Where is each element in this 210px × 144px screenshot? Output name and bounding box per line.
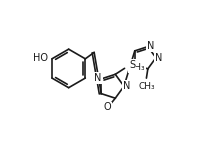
- Text: CH₃: CH₃: [129, 63, 145, 72]
- Text: O: O: [103, 103, 111, 112]
- Text: N: N: [94, 73, 102, 83]
- Text: HO: HO: [33, 53, 48, 63]
- Text: CH₃: CH₃: [138, 82, 155, 91]
- Text: S: S: [129, 60, 135, 70]
- Text: N: N: [147, 41, 154, 51]
- Text: N: N: [123, 81, 130, 91]
- Text: N: N: [155, 53, 163, 63]
